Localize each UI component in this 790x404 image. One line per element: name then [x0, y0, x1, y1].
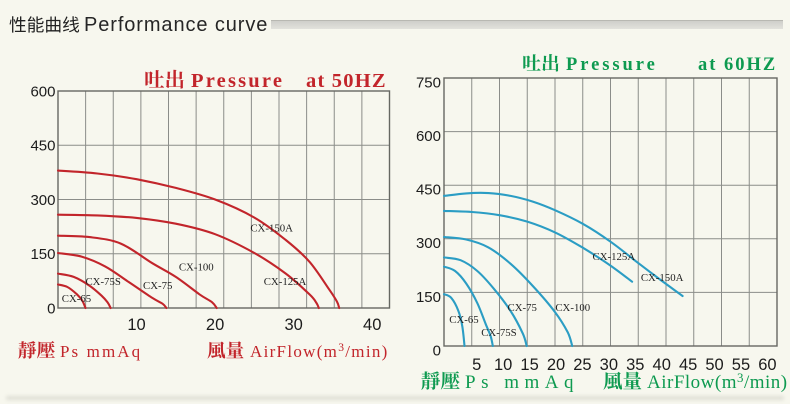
y-tick-750: 750: [416, 74, 441, 91]
title-freq-50hz: at 50HZ: [306, 70, 387, 92]
curve-cx-75s: [442, 265, 494, 348]
flow-caption-cjk-60hz: [603, 371, 642, 390]
pressure-caption-60hz: Ps mmAq: [465, 372, 579, 393]
pressure-caption-cjk-50hz: [18, 341, 55, 359]
y-tick-600: 600: [416, 128, 441, 145]
x-tick-10: 10: [127, 316, 145, 334]
x-tick-20: 20: [547, 356, 565, 374]
curve-label-cx-100: CX-100: [179, 261, 214, 273]
title-50hz: Pressure at 50HZ: [145, 69, 387, 92]
y-tick-0: 0: [433, 342, 441, 359]
axis-captions-50hz: Ps mmAq AirFlow(m3/min): [18, 341, 389, 361]
axis-captions-60hz: Ps mmAq AirFlow(m3/min): [421, 370, 787, 393]
plot-border-60hz: [443, 77, 778, 347]
y-tick-labels-60hz: 0 150 300 450 600 750: [416, 74, 441, 359]
x-tick-20: 20: [206, 316, 224, 334]
title-cjk-50hz: [145, 69, 184, 89]
x-tick-30: 30: [284, 316, 302, 334]
curve-label-cx-65: CX-65: [62, 293, 91, 305]
x-tick-60: 60: [758, 356, 776, 374]
curve-label-cx-100: CX-100: [555, 302, 590, 314]
curve-cx-75: [56, 251, 168, 310]
curve-cx-125a: [56, 213, 320, 310]
curve-label-cx-65: CX-65: [449, 314, 478, 326]
x-tick-25: 25: [573, 356, 591, 374]
title-pressure-60hz: Pressure: [566, 55, 658, 75]
curve-cx-100: [56, 234, 218, 310]
curve-labels-50hz: CX-65 CX-75S CX-75 CX-100 CX-125A CX-150A: [62, 222, 307, 305]
curve-cx-150a: [56, 169, 341, 310]
curve-cx-65: [56, 283, 87, 310]
curve-cx-125a: [442, 209, 634, 283]
x-tick-35: 35: [626, 356, 644, 374]
curve-label-cx-75: CX-75: [508, 302, 537, 314]
x-tick-50: 50: [705, 356, 723, 374]
pressure-caption-cjk-60hz: [421, 371, 460, 390]
curve-cx-65: [442, 293, 466, 348]
y-tick-300: 300: [30, 192, 55, 209]
y-tick-0: 0: [47, 300, 55, 317]
curves-60hz: [442, 191, 684, 348]
page-title: Performance curve: [84, 14, 269, 36]
cjk-text: [9, 16, 80, 33]
curve-label-cx-125a: CX-125A: [264, 276, 307, 288]
curve-label-cx-75s: CX-75S: [85, 276, 120, 288]
title-pressure-50hz: Pressure: [191, 70, 284, 92]
curve-label-cx-150a: CX-150A: [641, 272, 684, 284]
pressure-caption-50hz: Ps mmAq: [60, 342, 142, 361]
x-tick-30: 30: [600, 356, 618, 374]
flow-caption-60hz: AirFlow(m3/min): [647, 370, 788, 393]
flow-caption-50hz: AirFlow(m3/min): [250, 341, 389, 361]
curve-label-cx-75: CX-75: [143, 280, 172, 292]
title-rule-bar: [271, 20, 783, 29]
title-freq-60hz: at 60HZ: [698, 55, 777, 75]
y-tick-450: 450: [30, 138, 55, 155]
grid-60hz: [444, 78, 777, 346]
curve-cx-100: [442, 235, 574, 348]
x-tick-40: 40: [363, 316, 381, 334]
curve-label-cx-75s: CX-75S: [481, 327, 516, 339]
y-tick-300: 300: [416, 235, 441, 252]
x-tick-40: 40: [653, 356, 671, 374]
x-tick-15: 15: [520, 356, 538, 374]
y-tick-450: 450: [416, 182, 441, 199]
y-tick-150: 150: [30, 246, 55, 263]
y-tick-150: 150: [416, 289, 441, 306]
x-tick-10: 10: [494, 356, 512, 374]
curve-cx-75s: [56, 272, 112, 310]
x-tick-55: 55: [732, 356, 750, 374]
grid-50hz: [58, 91, 390, 308]
curve-label-cx-125a: CX-125A: [593, 251, 636, 263]
x-tick-labels-50hz: 10 20 30 40: [127, 316, 381, 334]
x-tick-labels-60hz: 5 10 15 20 25 30 35 40 45 50 55 60: [472, 356, 776, 374]
plot-border-50hz: [57, 90, 391, 309]
curve-label-cx-150a: CX-150A: [250, 222, 293, 234]
title-60hz: Pressure at 60HZ: [523, 54, 777, 75]
title-cjk-60hz: [523, 54, 559, 72]
page-title-cjk: [9, 16, 80, 33]
curve-cx-75: [442, 256, 528, 348]
y-tick-600: 600: [30, 83, 55, 100]
y-tick-labels-50hz: 0 150 300 450 600: [30, 83, 55, 317]
scan-shadow: [6, 396, 784, 400]
curves-50hz: [56, 169, 341, 310]
x-tick-5: 5: [472, 356, 481, 374]
curve-cx-150a: [442, 191, 684, 298]
flow-caption-cjk-50hz: [207, 341, 244, 359]
x-tick-45: 45: [679, 356, 697, 374]
